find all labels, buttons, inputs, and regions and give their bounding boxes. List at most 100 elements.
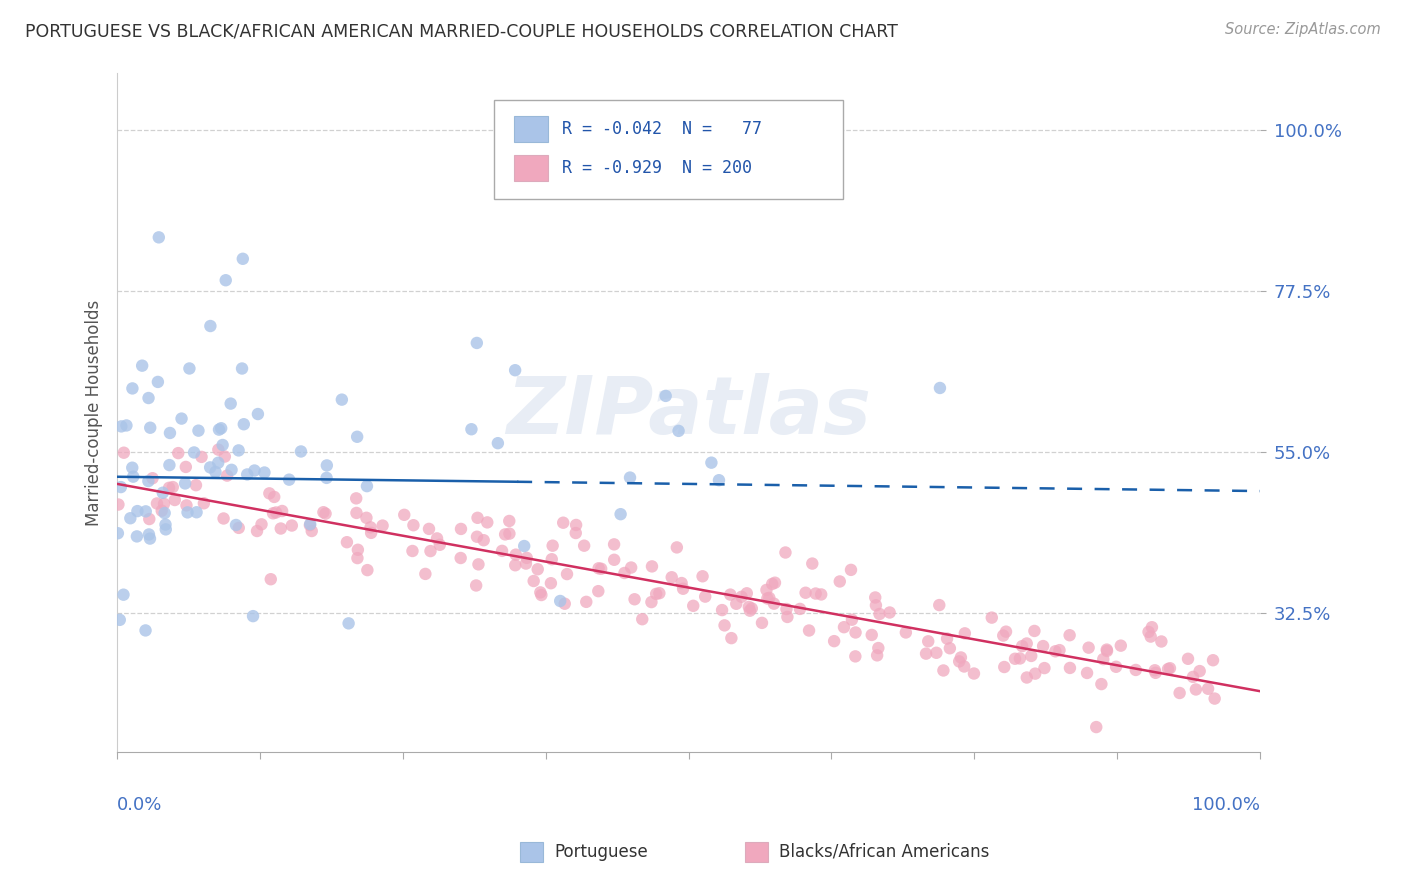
Point	[789, 602, 811, 616]
Point	[1204, 691, 1226, 706]
Point	[174, 476, 197, 491]
Point	[394, 508, 416, 522]
FancyBboxPatch shape	[520, 842, 543, 862]
Point	[1109, 639, 1132, 653]
Point	[146, 375, 169, 389]
Point	[541, 539, 564, 553]
Point	[758, 591, 780, 605]
Point	[212, 511, 235, 525]
Point	[619, 470, 641, 484]
Point	[120, 511, 142, 525]
Point	[936, 632, 959, 646]
Point	[1011, 639, 1033, 653]
Point	[262, 506, 284, 520]
Point	[360, 525, 382, 540]
Point	[278, 473, 301, 487]
Point	[270, 522, 292, 536]
Point	[695, 590, 717, 604]
Point	[505, 548, 527, 562]
Point	[112, 588, 135, 602]
Point	[1059, 661, 1081, 675]
Point	[225, 518, 247, 533]
Point	[250, 517, 273, 532]
Point	[336, 535, 359, 549]
Point	[115, 418, 138, 433]
Point	[1125, 663, 1147, 677]
Point	[993, 629, 1015, 643]
Point	[761, 577, 783, 591]
Point	[198, 460, 221, 475]
Text: 100.0%: 100.0%	[1192, 796, 1260, 814]
Point	[1015, 671, 1038, 685]
Point	[1168, 686, 1191, 700]
Point	[755, 582, 778, 597]
Point	[301, 524, 323, 538]
Point	[330, 392, 353, 407]
FancyBboxPatch shape	[513, 117, 548, 142]
Point	[260, 572, 283, 586]
Point	[127, 504, 149, 518]
Point	[298, 518, 321, 533]
Point	[515, 557, 537, 571]
Point	[494, 527, 516, 541]
Point	[183, 445, 205, 459]
Point	[613, 566, 636, 580]
Point	[776, 610, 799, 624]
Point	[865, 591, 887, 605]
Point	[725, 597, 748, 611]
Point	[228, 521, 250, 535]
Point	[207, 442, 229, 457]
Point	[993, 660, 1015, 674]
Point	[219, 396, 242, 410]
Point	[148, 230, 170, 244]
Point	[315, 471, 337, 485]
Point	[190, 450, 212, 464]
Point	[682, 599, 704, 613]
Point	[290, 444, 312, 458]
Point	[1188, 664, 1211, 678]
Point	[346, 430, 368, 444]
Point	[869, 607, 891, 621]
Point	[738, 599, 761, 614]
Point	[246, 407, 269, 421]
Point	[1033, 661, 1056, 675]
Point	[700, 456, 723, 470]
Point	[713, 618, 735, 632]
Point	[467, 511, 489, 525]
Point	[122, 469, 145, 483]
Point	[167, 446, 190, 460]
Point	[1159, 661, 1181, 675]
Point	[1105, 660, 1128, 674]
Point	[402, 518, 425, 533]
Point	[217, 468, 239, 483]
Point	[174, 459, 197, 474]
Point	[554, 597, 576, 611]
Point	[645, 587, 668, 601]
Point	[131, 359, 153, 373]
Point	[540, 552, 562, 566]
Point	[486, 436, 509, 450]
Point	[193, 496, 215, 510]
Point	[138, 391, 160, 405]
Point	[112, 446, 135, 460]
Point	[603, 553, 626, 567]
Point	[243, 463, 266, 477]
Point	[418, 522, 440, 536]
Point	[135, 624, 157, 638]
Point	[346, 551, 368, 566]
Point	[187, 424, 209, 438]
Point	[153, 506, 176, 520]
Point	[207, 456, 229, 470]
Point	[841, 613, 863, 627]
Point	[232, 417, 254, 432]
Text: R = -0.042  N =   77: R = -0.042 N = 77	[562, 120, 762, 138]
Point	[360, 520, 382, 534]
Point	[730, 590, 752, 604]
Point	[949, 650, 972, 665]
Point	[756, 591, 779, 606]
Point	[588, 561, 610, 575]
Point	[828, 574, 851, 589]
Point	[603, 537, 626, 551]
Point	[1095, 642, 1118, 657]
Point	[1024, 666, 1046, 681]
